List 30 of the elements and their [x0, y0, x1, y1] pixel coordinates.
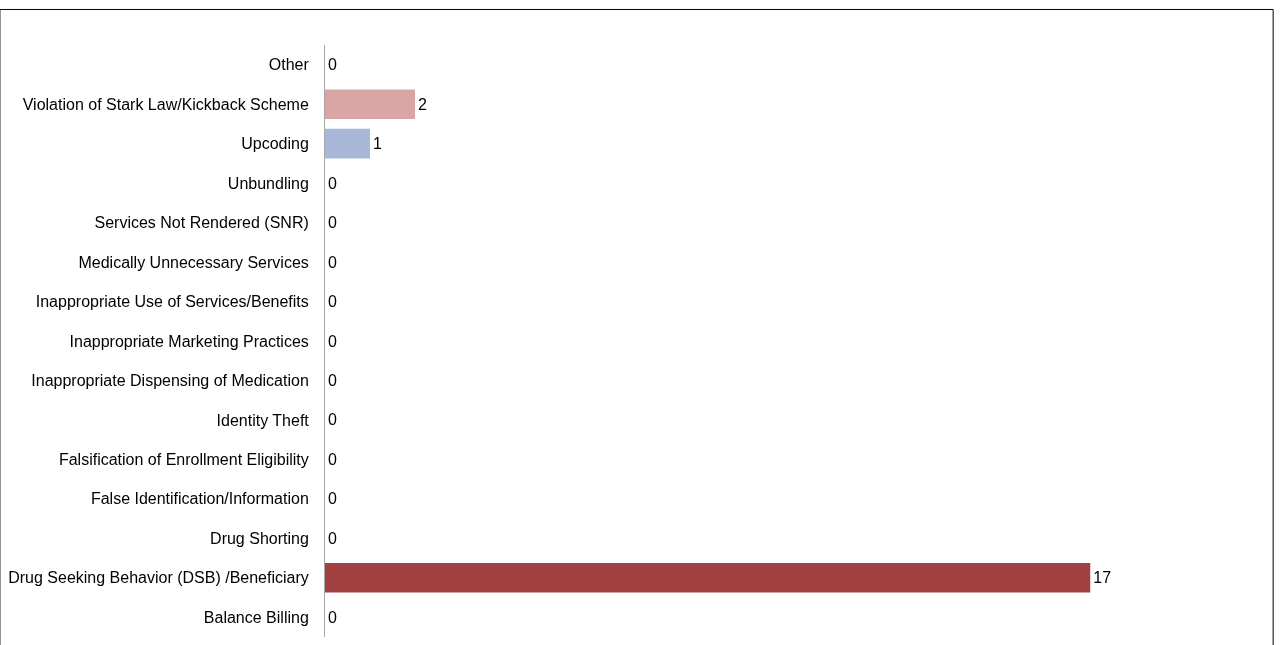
y-tick-label: Upcoding [241, 135, 309, 153]
y-tick-label: Inappropriate Dispensing of Medication [31, 372, 309, 390]
y-tick-label: Unbundling [227, 174, 309, 192]
data-label: 1 [373, 135, 383, 153]
data-label: 0 [328, 293, 337, 311]
y-tick-label: Other [268, 56, 310, 74]
data-label: 0 [328, 214, 337, 232]
y-tick-label: False Identification/Information [90, 490, 309, 508]
y-tick-label: Medically Unnecessary Services [78, 253, 309, 271]
data-label: 0 [328, 411, 337, 429]
y-tick-label: Drug Seeking Behavior (DSB) /Beneficiary [8, 569, 309, 587]
data-label: 17 [1093, 569, 1112, 587]
y-tick-label: Balance Billing [203, 608, 309, 626]
data-label: 0 [328, 56, 337, 74]
y-tick-label: Falsification of Enrollment Eligibility [58, 451, 309, 468]
data-label: 0 [328, 490, 337, 508]
data-label: 0 [328, 174, 337, 192]
y-tick-label: Inappropriate Use of Services/Benefits [35, 293, 309, 311]
y-tick-label: Services Not Rendered (SNR) [94, 214, 309, 232]
y-tick-label: Inappropriate Marketing Practices [69, 332, 309, 350]
data-label: 0 [328, 253, 337, 271]
y-tick-label: Drug Shorting [210, 529, 309, 547]
data-label: 0 [328, 332, 337, 350]
y-tick-label: Violation of Stark Law/Kickback Scheme [22, 95, 309, 113]
data-label: 0 [328, 450, 337, 468]
data-label: 0 [328, 529, 337, 547]
data-label: 2 [418, 95, 428, 113]
data-label: 0 [328, 371, 337, 389]
data-label: 0 [328, 608, 337, 626]
y-tick-label: Identity Theft [216, 411, 310, 429]
